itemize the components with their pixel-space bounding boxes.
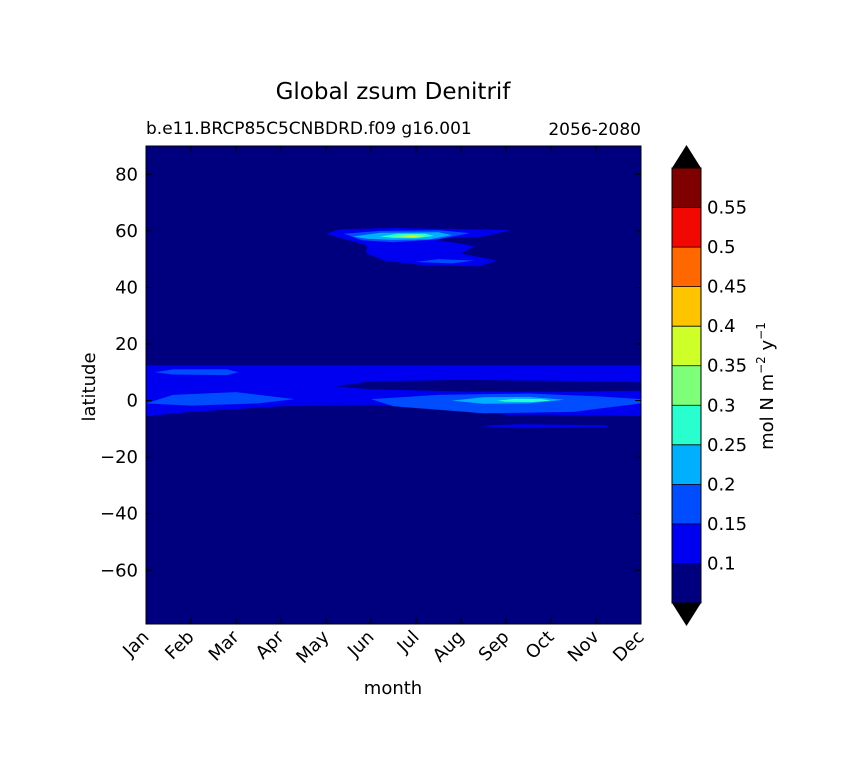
colorbar-label: mol N m−2 y−1 xyxy=(754,322,778,450)
colorbar-segment-0 xyxy=(672,563,701,603)
x-tick-label: Feb xyxy=(161,627,198,664)
colorbar-segment-9 xyxy=(672,207,701,248)
y-tick-label: −20 xyxy=(100,447,138,468)
colorbar-extend-top xyxy=(672,145,701,168)
y-tick-label: 40 xyxy=(115,277,138,298)
y-tick-label: 80 xyxy=(115,164,138,185)
colorbar-tick-label: 0.15 xyxy=(707,514,747,535)
colorbar-tick-label: 0.5 xyxy=(707,237,736,258)
x-tick-label: Dec xyxy=(609,627,648,666)
x-tick-label: Aug xyxy=(429,627,469,667)
colorbar-tick-label: 0.3 xyxy=(707,395,736,416)
colorbar-tick-label: 0.4 xyxy=(707,316,736,337)
chart-subtitle-case: b.e11.BRCP85C5CNBDRD.f09 g16.001 xyxy=(146,119,472,139)
colorbar-frame xyxy=(671,167,702,604)
colorbar-segment-10 xyxy=(672,168,701,208)
colorbar: 0.1 0.15 0.2 0.25 0.3 0.35 0.4 0.45 0.5 0.55 xyxy=(671,145,747,626)
colorbar-segment-1 xyxy=(672,523,701,564)
y-axis: 80 60 40 20 0 −20 −40 −60 xyxy=(100,164,641,581)
colorbar-segment-7 xyxy=(672,286,701,327)
colorbar-tick-label: 0.55 xyxy=(707,198,747,219)
colorbar-tick-label: 0.25 xyxy=(707,435,747,456)
contour-region-1 xyxy=(155,369,239,376)
y-tick-label: −60 xyxy=(100,560,138,581)
chart-subtitle-years: 2056-2080 xyxy=(548,120,641,140)
colorbar-tick-label: 0.1 xyxy=(707,553,736,574)
contour-region-7 xyxy=(335,379,641,393)
colorbar-tick-label: 0.35 xyxy=(707,356,747,377)
y-tick-label: −40 xyxy=(100,504,138,525)
x-tick-label: Jun xyxy=(343,627,378,662)
x-axis-label: month xyxy=(364,678,422,699)
chart-title: Global zsum Denitrif xyxy=(276,79,512,105)
colorbar-segment-6 xyxy=(672,326,701,366)
colorbar-tick-label: 0.2 xyxy=(707,474,736,495)
y-tick-label: 20 xyxy=(115,334,138,355)
x-tick-label: Nov xyxy=(564,626,604,666)
x-tick-label: Mar xyxy=(205,626,244,665)
contour-plot-area xyxy=(145,145,642,625)
y-tick-label: 60 xyxy=(115,221,138,242)
x-tick-label: Jul xyxy=(393,627,424,658)
colorbar-segment-2 xyxy=(672,484,701,524)
y-axis-label: latitude xyxy=(79,352,100,421)
contour-region-2 xyxy=(146,392,295,406)
contour-region-6 xyxy=(479,424,610,428)
contour-region-10 xyxy=(416,259,475,264)
x-tick-label: May xyxy=(292,626,333,667)
colorbar-extend-bottom xyxy=(672,603,701,626)
plot-frame xyxy=(145,145,642,625)
colorbar-segment-8 xyxy=(672,247,701,287)
contour-region-5 xyxy=(497,398,551,402)
x-tick-label: Apr xyxy=(252,626,289,663)
x-tick-label: Jan xyxy=(118,627,153,662)
contour-region-14 xyxy=(404,235,419,238)
y-tick-label: 0 xyxy=(127,391,138,412)
colorbar-segment-3 xyxy=(672,444,701,485)
colorbar-tick-label: 0.45 xyxy=(707,277,747,298)
x-tick-label: Oct xyxy=(522,627,559,664)
x-tick-label: Sep xyxy=(475,627,514,666)
colorbar-segment-4 xyxy=(672,405,701,445)
colorbar-segment-5 xyxy=(672,365,701,406)
